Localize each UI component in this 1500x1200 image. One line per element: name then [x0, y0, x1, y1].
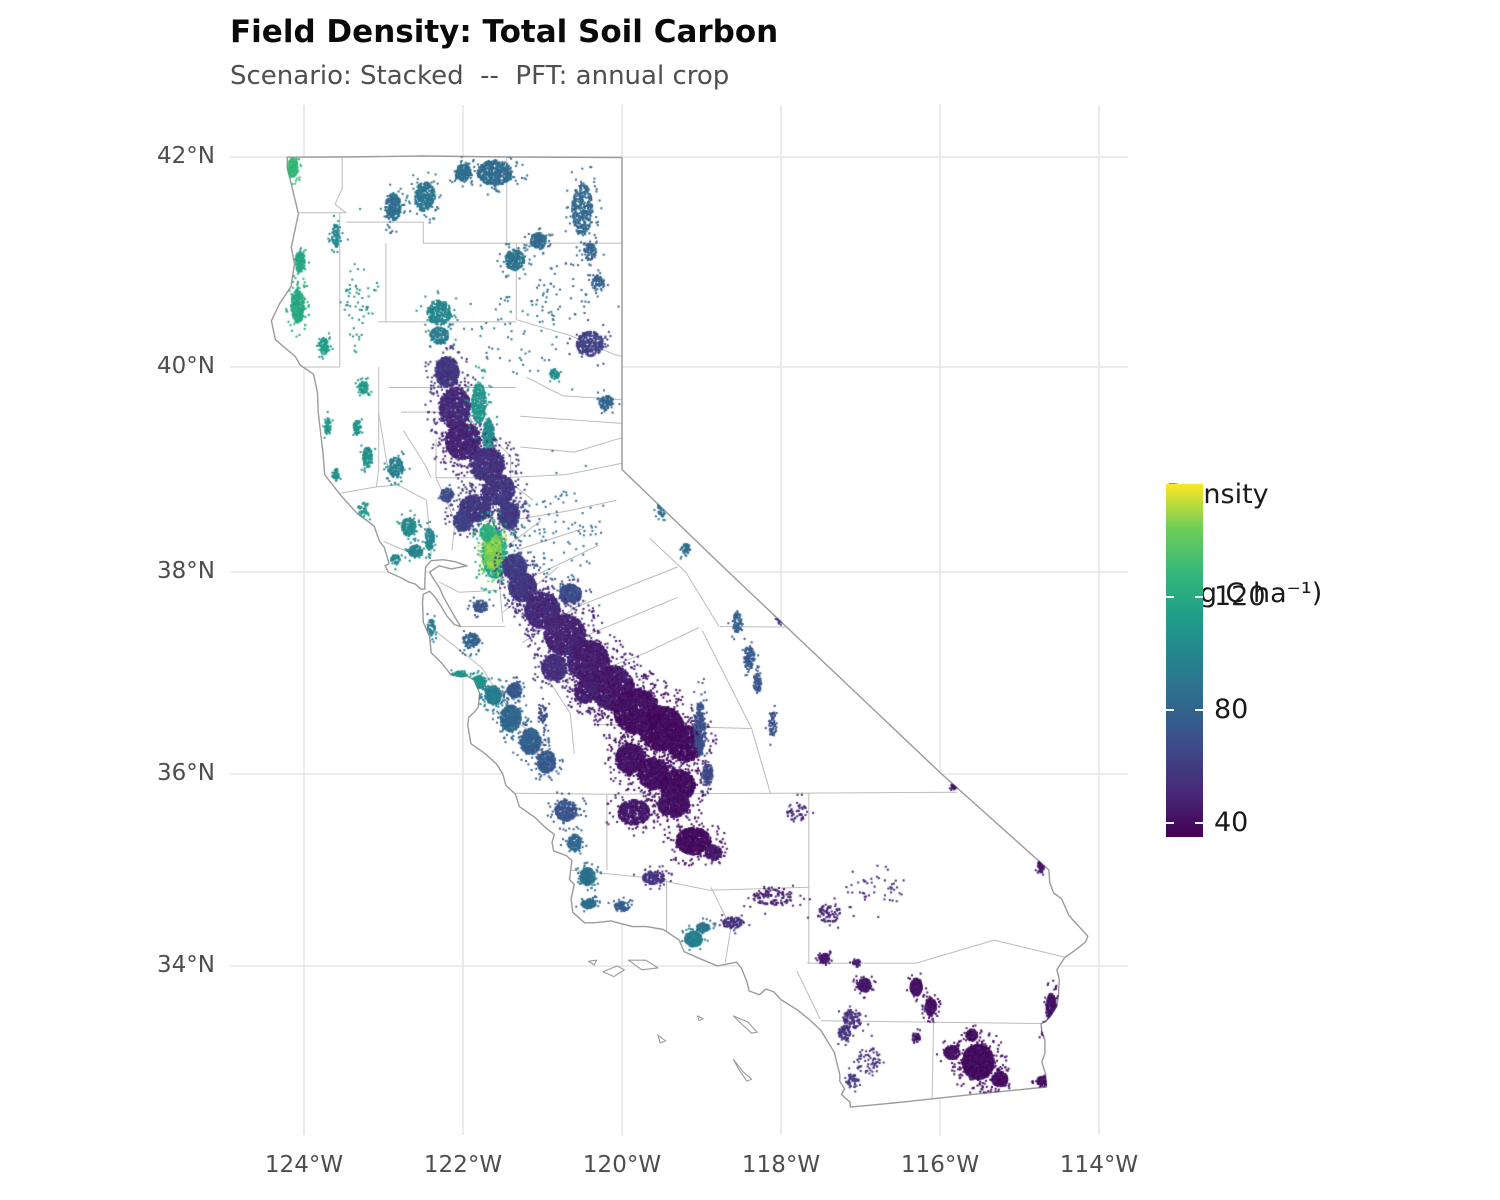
y-tick-label: 42°N	[157, 143, 215, 169]
legend-colorbar	[1166, 484, 1203, 837]
x-tick-label: 124°W	[264, 1152, 344, 1178]
legend-tick-mark	[1195, 708, 1203, 711]
y-tick-label: 40°N	[157, 353, 215, 379]
x-tick-label: 118°W	[741, 1152, 821, 1178]
legend-tick-label: 40	[1214, 806, 1249, 838]
legend-tick-mark	[1166, 708, 1174, 711]
legend-tick-label: 120	[1214, 580, 1266, 612]
x-tick-label: 120°W	[582, 1152, 662, 1178]
legend-tick-label: 80	[1214, 693, 1249, 725]
y-tick-label: 36°N	[157, 760, 215, 786]
x-tick-label: 114°W	[1059, 1152, 1139, 1178]
legend-tick-mark	[1166, 821, 1174, 824]
legend-tick-mark	[1195, 595, 1203, 598]
x-tick-label: 116°W	[900, 1152, 980, 1178]
legend-tick-mark	[1166, 595, 1174, 598]
x-tick-label: 122°W	[423, 1152, 503, 1178]
y-tick-label: 38°N	[157, 558, 215, 584]
y-tick-label: 34°N	[157, 952, 215, 978]
legend-tick-mark	[1195, 821, 1203, 824]
